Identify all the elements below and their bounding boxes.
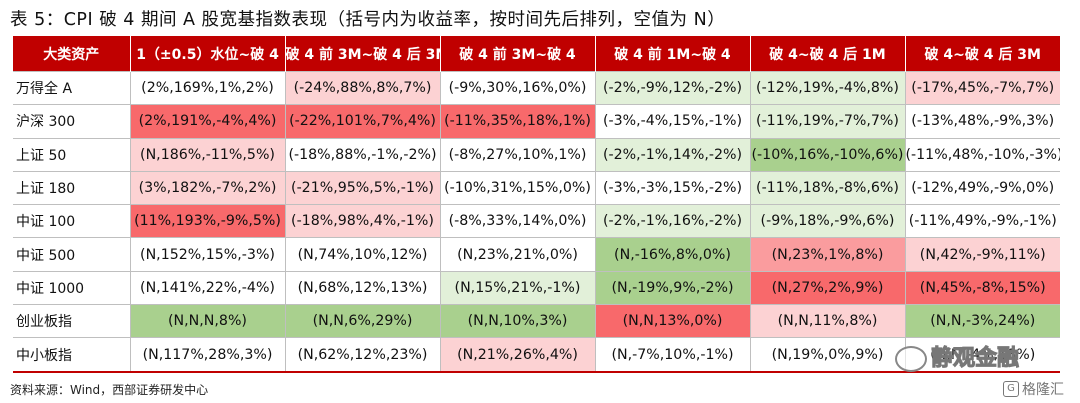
table-title: 表 5：CPI 破 4 期间 A 股宽基指数表现（括号内为收益率，按时间先后排列… bbox=[10, 10, 726, 30]
table-cell: (-11%,19%,-7%,7%) bbox=[749, 104, 905, 139]
table-cell: (-13%,48%,-9%,3%) bbox=[904, 104, 1060, 139]
table-cell: (-8%,27%,10%,1%) bbox=[439, 137, 595, 172]
table-cell: (N,68%,12%,13%) bbox=[284, 270, 440, 305]
table-cell: (N,27%,2%,9%) bbox=[749, 270, 905, 305]
table-cell: (-3%,-4%,15%,-1%) bbox=[594, 104, 750, 139]
table-cell: (-17%,45%,-7%,7%) bbox=[904, 70, 1060, 105]
table-cell: (-10%,16%,-10%,6%) bbox=[749, 137, 905, 172]
table-cell: (N,23%,21%,0%) bbox=[439, 237, 595, 272]
table-cell: (N,-16%,8%,0%) bbox=[594, 237, 750, 272]
row-label: 上证 180 bbox=[13, 170, 130, 205]
table-row: 上证 180 (3%,182%,-7%,2%) (-21%,95%,5%,-1%)(… bbox=[13, 170, 1060, 205]
table-cell: (-12%,49%,-9%,0%) bbox=[904, 170, 1060, 205]
table-cell: (-9%,18%,-9%,6%) bbox=[749, 204, 905, 238]
row-label: 创业板指 bbox=[13, 304, 130, 338]
table-cell: (-11%,35%,18%,1%) bbox=[439, 104, 595, 139]
header-period-2: 破 4 前 3M~破 4 后 3M bbox=[284, 36, 440, 72]
table-cell: (-22%,101%,7%,4%) bbox=[284, 104, 440, 139]
table-row: 沪深 300 (2%,191%,-4%,4%) (-22%,101%,7%,4%)(… bbox=[13, 104, 1060, 139]
table-cell: (2%,191%,-4%,4%) bbox=[129, 104, 285, 139]
row-label: 上证 50 bbox=[13, 137, 130, 172]
watermark-primary: 静观金融 bbox=[895, 340, 1020, 372]
table-cell: (N,N,10%,3%) bbox=[439, 304, 595, 338]
table-cell: (-11%,18%,-8%,6%) bbox=[749, 170, 905, 205]
table-cell: (N,15%,21%,-1%) bbox=[439, 270, 595, 305]
table-cell: (N,45%,-8%,15%) bbox=[904, 270, 1060, 305]
table-cell: (-21%,95%,5%,-1%) bbox=[284, 170, 440, 205]
row-label: 万得全 A bbox=[13, 70, 130, 105]
table-cell: (-8%,33%,14%,0%) bbox=[439, 204, 595, 238]
watermark-primary-text: 静观金融 bbox=[930, 346, 1020, 372]
row-label: 中证 500 bbox=[13, 237, 130, 272]
table-cell: (N,152%,15%,-3%) bbox=[129, 237, 285, 272]
gelonghui-logo-icon: G bbox=[1003, 381, 1019, 397]
table-cell: (N,19%,0%,9%) bbox=[749, 337, 905, 373]
table-row: 中证 1000 (N,141%,22%,-4%) (N,68%,12%,13%) (N… bbox=[13, 270, 1060, 305]
source-note: 资料来源：Wind，西部证券研发中心 bbox=[10, 383, 209, 397]
table-cell: (-18%,88%,-1%,-2%) bbox=[284, 137, 440, 172]
table-row: 创业板指 (N,N,N,8%) (N,N,6%,29%) (N,N,10%,3%) (N… bbox=[13, 304, 1060, 338]
table-cell: (N,23%,1%,8%) bbox=[749, 237, 905, 272]
header-period-6: 破 4~破 4 后 3M bbox=[904, 36, 1060, 72]
table-cell: (-2%,-9%,12%,-2%) bbox=[594, 70, 750, 105]
table-cell: (-10%,31%,15%,0%) bbox=[439, 170, 595, 205]
table-cell: (-2%,-1%,16%,-2%) bbox=[594, 204, 750, 238]
table-cell: (N,N,6%,29%) bbox=[284, 304, 440, 338]
table-cell: (-2%,-1%,14%,-2%) bbox=[594, 137, 750, 172]
table-cell: (N,74%,10%,12%) bbox=[284, 237, 440, 272]
row-label: 沪深 300 bbox=[13, 104, 130, 139]
watermark-secondary: G 格隆汇 bbox=[1003, 379, 1064, 399]
table-row: 上证 50 (N,186%,-11%,5%) (-18%,88%,-1%,-2%)(… bbox=[13, 137, 1060, 172]
header-period-3: 破 4 前 3M~破 4 bbox=[439, 36, 595, 72]
table-cell: (2%,169%,1%,2%) bbox=[129, 70, 285, 105]
table-cell: (N,42%,-9%,11%) bbox=[904, 237, 1060, 272]
table-cell: (N,-19%,9%,-2%) bbox=[594, 270, 750, 305]
header-period-1: 1（±0.5）水位~破 4 bbox=[129, 36, 285, 72]
header-period-4: 破 4 前 1M~破 4 bbox=[594, 36, 750, 72]
table-cell: (-11%,49%,-9%,-1%) bbox=[904, 204, 1060, 238]
row-label: 中小板指 bbox=[13, 337, 130, 373]
header-period-5: 破 4~破 4 后 1M bbox=[749, 36, 905, 72]
row-label: 中证 100 bbox=[13, 204, 130, 238]
table-cell: (3%,182%,-7%,2%) bbox=[129, 170, 285, 205]
watermark-secondary-text: 格隆汇 bbox=[1022, 382, 1064, 398]
table-cell: (N,N,N,8%) bbox=[129, 304, 285, 338]
header-row: 大类资产 1（±0.5）水位~破 4 破 4 前 3M~破 4 后 3M 破 4… bbox=[13, 36, 1060, 72]
table-cell: (N,N,-3%,24%) bbox=[904, 304, 1060, 338]
table-cell: (-24%,88%,8%,7%) bbox=[284, 70, 440, 105]
performance-table-container: 大类资产 1（±0.5）水位~破 4 破 4 前 3M~破 4 后 3M 破 4… bbox=[13, 36, 1060, 373]
performance-table: 大类资产 1（±0.5）水位~破 4 破 4 前 3M~破 4 后 3M 破 4… bbox=[13, 36, 1060, 373]
table-cell: (-12%,19%,-4%,8%) bbox=[749, 70, 905, 105]
table-cell: (-11%,48%,-10%,-3%) bbox=[904, 137, 1060, 172]
table-cell: (N,N,11%,8%) bbox=[749, 304, 905, 338]
table-cell: (-3%,-3%,15%,-2%) bbox=[594, 170, 750, 205]
table-cell: (N,141%,22%,-4%) bbox=[129, 270, 285, 305]
table-cell: (N,-7%,10%,-1%) bbox=[594, 337, 750, 373]
table-cell: (11%,193%,-9%,5%) bbox=[129, 204, 285, 238]
table-row: 中证 500 (N,152%,15%,-3%) (N,74%,10%,12%) (N,… bbox=[13, 237, 1060, 272]
table-cell: (N,N,-4%,18%) bbox=[904, 337, 1060, 373]
table-cell: (-18%,98%,4%,-1%) bbox=[284, 204, 440, 238]
table-cell: (N,117%,28%,3%) bbox=[129, 337, 285, 373]
header-asset-class: 大类资产 bbox=[13, 36, 130, 72]
table-row: 中小板指 (N,117%,28%,3%) (N,62%,12%,23%) (N,21%… bbox=[13, 337, 1060, 373]
table-row: 中证 100 (11%,193%,-9%,5%) (-18%,98%,4%,-1%)… bbox=[13, 204, 1060, 238]
table-cell: (N,N,13%,0%) bbox=[594, 304, 750, 338]
table-cell: (N,186%,-11%,5%) bbox=[129, 137, 285, 172]
table-row: 万得全 A (2%,169%,1%,2%) (-24%,88%,8%,7%) (-9%… bbox=[13, 70, 1060, 105]
table-cell: (N,62%,12%,23%) bbox=[284, 337, 440, 373]
table-cell: (-9%,30%,16%,0%) bbox=[439, 70, 595, 105]
row-label: 中证 1000 bbox=[13, 270, 130, 305]
table-cell: (N,21%,26%,4%) bbox=[439, 337, 595, 373]
wechat-icon bbox=[895, 346, 927, 372]
